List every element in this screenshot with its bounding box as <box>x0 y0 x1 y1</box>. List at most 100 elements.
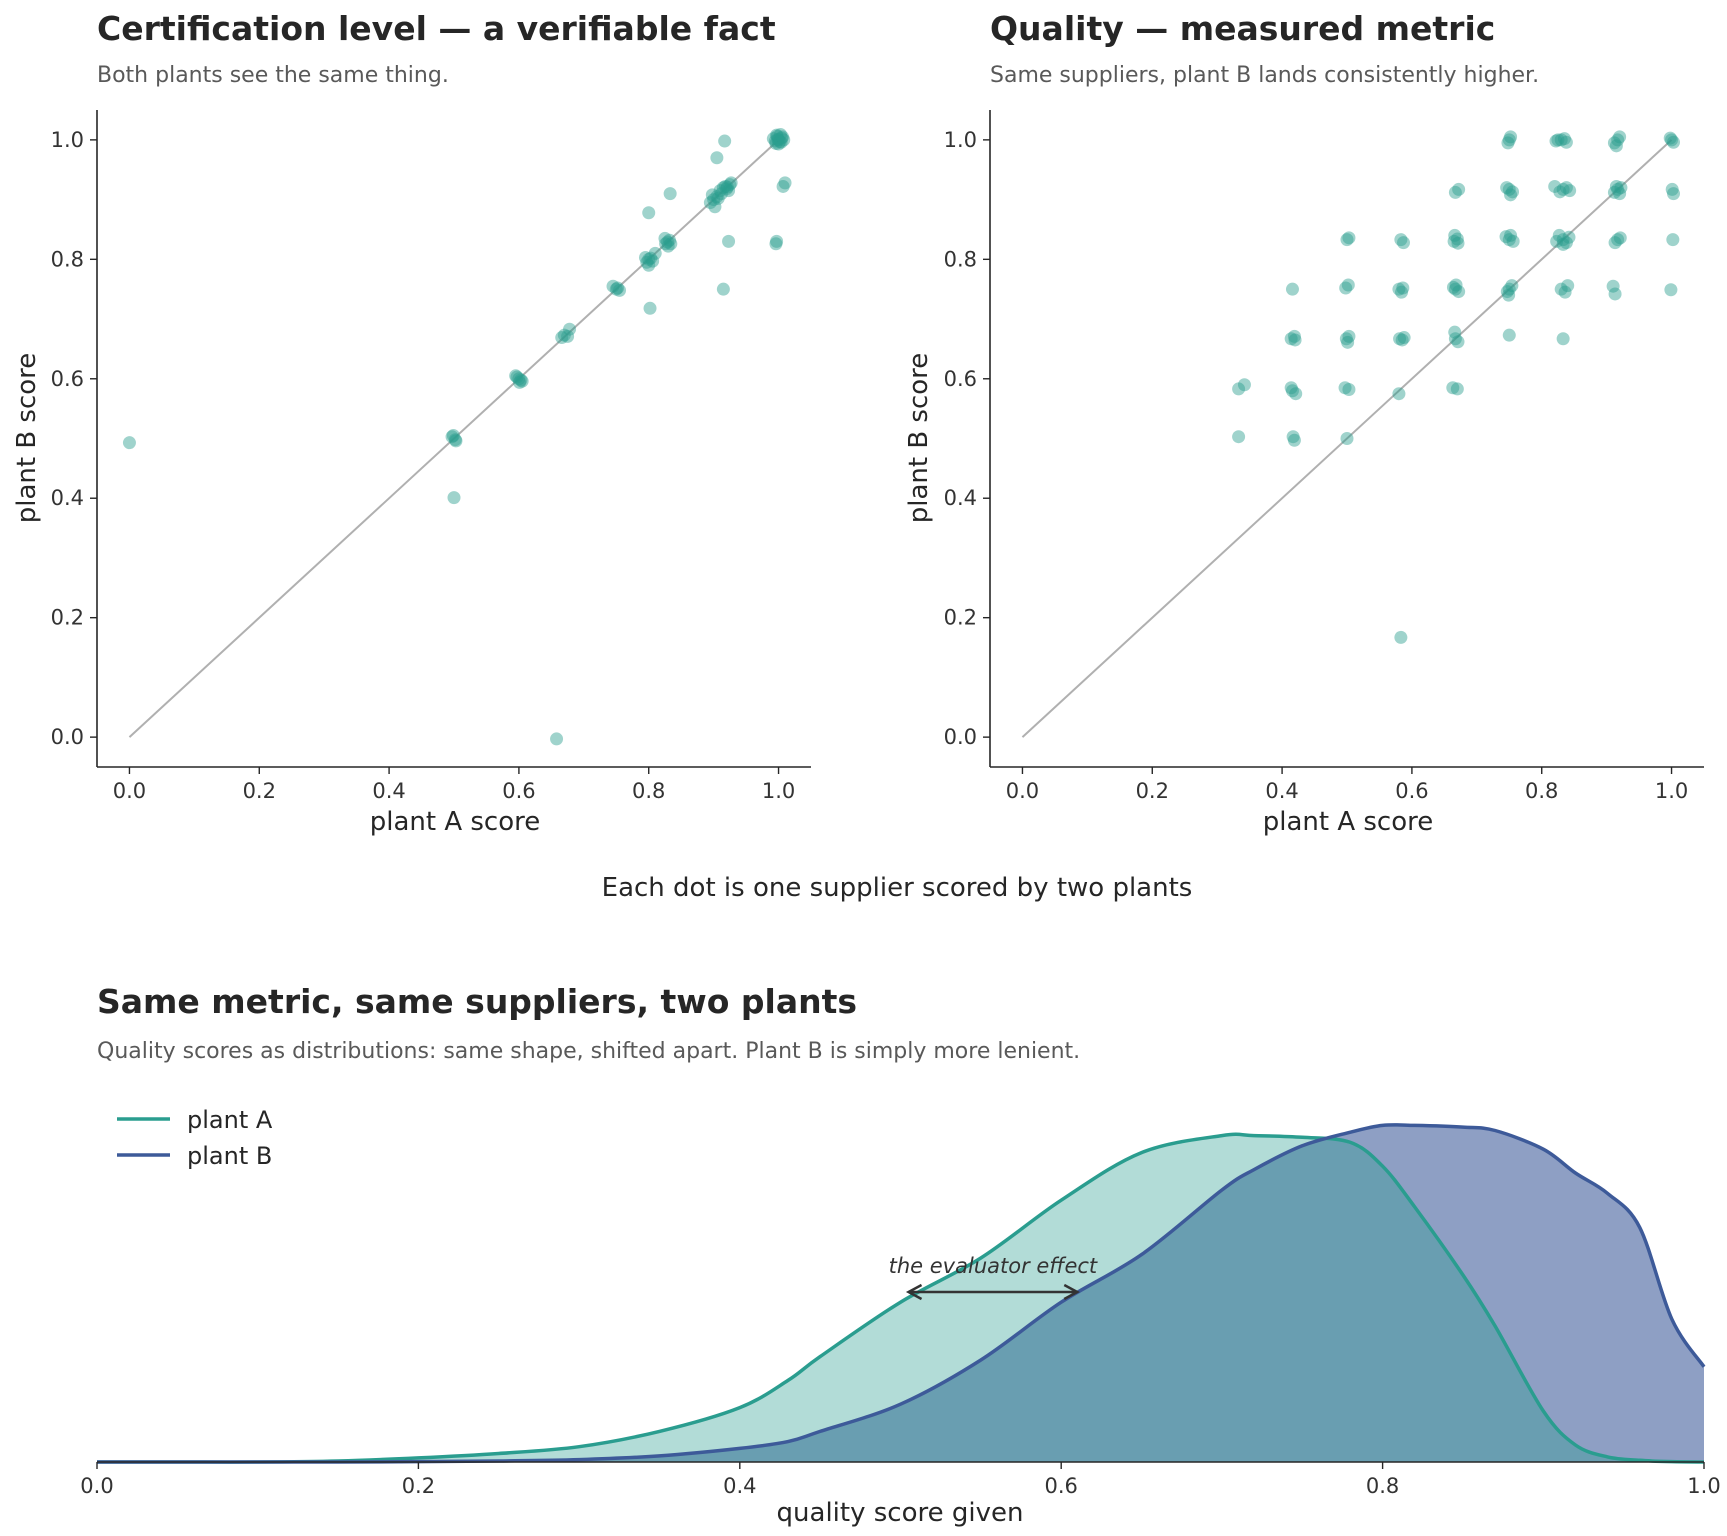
x-axis-label: quality score given <box>777 1498 1024 1528</box>
y-tick-label: 1.0 <box>944 128 977 152</box>
scatter-point <box>638 251 652 265</box>
scatter-point <box>1554 282 1568 296</box>
scatter-point <box>661 239 675 253</box>
x-tick-label: 0.8 <box>632 779 665 803</box>
y-tick-label: 0.2 <box>51 606 84 630</box>
scatter-point <box>769 136 783 150</box>
scatter-point <box>766 132 780 146</box>
diagonal-line <box>128 139 780 738</box>
scatter-point <box>1665 133 1679 147</box>
scatter-point <box>515 374 529 388</box>
scatter-point <box>1607 185 1621 199</box>
scatter-point <box>561 329 575 343</box>
scatter-point <box>708 200 722 214</box>
evaluator-effect-annotation: the evaluator effect <box>889 1254 1098 1301</box>
scatter-point <box>1392 387 1406 401</box>
scatter-point <box>1550 234 1564 248</box>
scatter-point <box>661 235 675 249</box>
scatter-point <box>646 254 660 268</box>
scatter-point <box>1666 187 1680 201</box>
scatter-point <box>1506 185 1520 199</box>
scatter-point <box>606 279 620 293</box>
scatter-point <box>664 237 678 251</box>
legend-label-plant-b: plant B <box>187 1142 272 1170</box>
axes: 0.0 0.2 0.4 0.6 0.8 1.0 0.0 0.2 0.4 0.6 0.8 1.0 <box>944 110 1704 803</box>
x-axis-label: plant A score <box>370 807 541 837</box>
x-tick-label: 1.0 <box>762 779 795 803</box>
legend: plant A plant B <box>117 1106 273 1170</box>
scatter-point <box>447 491 461 505</box>
scatter-point <box>1342 231 1356 245</box>
scatter-point <box>1448 185 1462 199</box>
figure-caption: Each dot is one supplier scored by two p… <box>602 873 1193 903</box>
scatter-point <box>1613 130 1627 144</box>
scatter-point <box>1342 329 1356 343</box>
scatter-point <box>658 231 672 245</box>
scatter-point <box>1447 234 1461 248</box>
scatter-point <box>718 179 732 193</box>
scatter-point <box>1611 182 1625 196</box>
scatter-point <box>1561 279 1575 293</box>
scatter-point <box>1232 430 1246 444</box>
y-axis-label: plant B score <box>904 353 934 524</box>
x-tick-label: 0.6 <box>1395 779 1428 803</box>
scatter-point <box>1551 133 1565 147</box>
scatter-point <box>1502 182 1516 196</box>
scatter-point <box>1608 236 1622 250</box>
panel-subtitle: Quality scores as distributions: same sh… <box>97 1039 1080 1064</box>
scatter-point <box>1502 133 1516 147</box>
scatter-point <box>710 190 724 204</box>
scatter-point <box>1606 279 1620 293</box>
scatter-panel-quality: Quality — measured metric Same suppliers… <box>904 9 1704 837</box>
scatter-point <box>707 193 721 207</box>
x-tick-label: 0.0 <box>80 1474 113 1498</box>
scatter-point <box>1502 288 1516 302</box>
scatter-point <box>1556 237 1570 251</box>
scatter-point <box>1289 387 1303 401</box>
scatter-point <box>713 184 727 198</box>
x-tick-label: 0.8 <box>1366 1474 1399 1498</box>
scatter-point <box>1548 179 1562 193</box>
scatter-point <box>1340 233 1354 247</box>
x-tick-label: 0.6 <box>502 779 535 803</box>
scatter-point <box>1285 384 1299 398</box>
scatter-point <box>1502 328 1516 342</box>
scatter-point <box>640 255 654 269</box>
panel-subtitle: Both plants see the same thing. <box>97 63 449 88</box>
diagonal-reference-line <box>1021 139 1673 738</box>
scatter-point <box>769 237 783 251</box>
scatter-point <box>642 252 656 266</box>
scatter-point <box>1665 182 1679 196</box>
scatter-point <box>724 176 738 190</box>
scatter-point <box>122 436 136 450</box>
scatter-point <box>1666 135 1680 149</box>
scatter-point <box>563 322 577 336</box>
scatter-point <box>1449 278 1463 292</box>
x-tick-label: 0.2 <box>1136 779 1169 803</box>
scatter-point <box>720 182 734 196</box>
scatter-point <box>514 373 528 387</box>
scatter-point <box>1556 233 1570 247</box>
panel-title: Same metric, same suppliers, two plants <box>97 982 857 1021</box>
diagonal-line <box>1021 139 1673 738</box>
scatter-point <box>1452 285 1466 299</box>
scatter-point <box>1502 282 1516 296</box>
panel-title: Quality — measured metric <box>990 9 1495 48</box>
scatter-point <box>1500 181 1514 195</box>
x-tick-label: 1.0 <box>1655 779 1688 803</box>
scatter-point <box>643 301 657 315</box>
scatter-point <box>510 370 524 384</box>
scatter-point <box>774 135 788 149</box>
legend-label-plant-a: plant A <box>187 1106 273 1134</box>
scatter-point <box>1563 184 1577 198</box>
y-tick-label: 0.6 <box>51 367 84 391</box>
y-tick-label: 0.0 <box>944 725 977 749</box>
scatter-point <box>1613 231 1627 245</box>
scatter-point <box>512 372 526 386</box>
scatter-point <box>1450 382 1464 396</box>
scatter-point <box>705 188 719 202</box>
scatter-point <box>770 128 784 142</box>
y-tick-label: 0.8 <box>51 247 84 271</box>
x-tick-label: 0.6 <box>1044 1474 1077 1498</box>
